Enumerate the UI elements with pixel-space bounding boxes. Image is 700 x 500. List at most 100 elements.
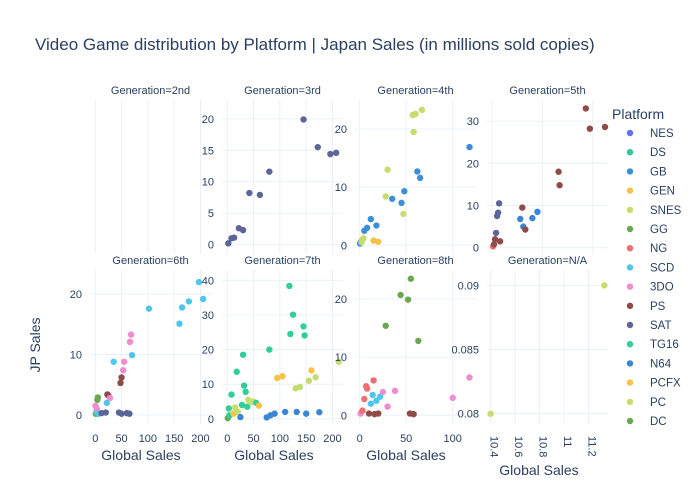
- legend-label-pc[interactable]: PC: [650, 397, 666, 409]
- data-point-3do[interactable]: [466, 374, 473, 381]
- data-point-tg16[interactable]: [244, 403, 251, 410]
- data-point-pc[interactable]: [234, 408, 241, 416]
- legend-label-nes[interactable]: NES: [650, 128, 674, 140]
- data-point-scd[interactable]: [373, 397, 380, 404]
- data-point-tg16[interactable]: [301, 332, 308, 339]
- data-point-tg16[interactable]: [286, 282, 293, 290]
- data-point-sat[interactable]: [230, 234, 238, 241]
- data-point-gb[interactable]: [367, 215, 375, 223]
- data-point-pcfx[interactable]: [308, 367, 315, 374]
- data-point-3do[interactable]: [384, 403, 391, 410]
- data-point-ps[interactable]: [496, 238, 504, 245]
- data-point-pcfx[interactable]: [279, 373, 286, 380]
- data-point-sat[interactable]: [256, 191, 264, 199]
- data-point-snes[interactable]: [412, 110, 419, 118]
- data-point-n64[interactable]: [534, 208, 541, 216]
- data-point-3do[interactable]: [106, 394, 114, 402]
- data-point-ng[interactable]: [363, 385, 371, 392]
- data-point-scd[interactable]: [376, 393, 384, 400]
- data-point-gg[interactable]: [404, 296, 412, 303]
- data-point-tg16[interactable]: [238, 401, 246, 409]
- data-point-3do[interactable]: [119, 367, 127, 374]
- data-point-n64[interactable]: [281, 408, 289, 416]
- data-point-gb[interactable]: [414, 168, 421, 175]
- data-point-snes[interactable]: [400, 210, 407, 218]
- data-point-scd[interactable]: [176, 320, 183, 327]
- data-point-ps[interactable]: [522, 226, 529, 233]
- data-point-gb[interactable]: [398, 199, 405, 207]
- data-point-3do[interactable]: [391, 387, 399, 395]
- data-point-snes[interactable]: [601, 282, 608, 289]
- legend-label-scd[interactable]: SCD: [650, 262, 674, 274]
- data-point-tg16[interactable]: [242, 388, 249, 396]
- data-point-pc[interactable]: [335, 358, 342, 365]
- data-point-3do[interactable]: [92, 402, 99, 410]
- data-point-tg16[interactable]: [239, 351, 247, 358]
- data-point-snes[interactable]: [384, 166, 391, 173]
- data-point-gg[interactable]: [397, 291, 404, 299]
- data-point-ps[interactable]: [490, 241, 498, 248]
- legend-label-ng[interactable]: NG: [650, 243, 667, 255]
- legend-label-tg16[interactable]: TG16: [650, 339, 679, 351]
- data-point-sat[interactable]: [495, 200, 503, 207]
- data-point-sat[interactable]: [118, 410, 125, 417]
- legend-label-gb[interactable]: GB: [650, 166, 667, 178]
- legend-label-ds[interactable]: DS: [650, 147, 666, 159]
- data-point-scd[interactable]: [369, 391, 376, 399]
- data-point-sat[interactable]: [494, 209, 502, 216]
- data-point-snes[interactable]: [360, 235, 367, 242]
- data-point-sat[interactable]: [327, 150, 334, 158]
- data-point-gg[interactable]: [382, 322, 389, 329]
- data-point-n64[interactable]: [302, 410, 310, 417]
- data-point-ps[interactable]: [410, 410, 417, 418]
- data-point-ps[interactable]: [365, 410, 373, 417]
- data-point-n64[interactable]: [517, 215, 524, 223]
- data-point-gb[interactable]: [466, 143, 473, 151]
- data-point-n64[interactable]: [293, 408, 300, 416]
- data-point-scd[interactable]: [103, 399, 111, 407]
- data-point-tg16[interactable]: [233, 368, 240, 375]
- legend-label-ps[interactable]: PS: [650, 301, 666, 313]
- legend-label-n64[interactable]: N64: [650, 358, 672, 370]
- data-point-ng[interactable]: [361, 395, 368, 403]
- legend-label-snes[interactable]: SNES: [650, 205, 682, 217]
- legend-label-gg[interactable]: GG: [650, 224, 668, 236]
- data-point-scd[interactable]: [145, 305, 153, 312]
- data-point-gb[interactable]: [363, 224, 371, 232]
- data-point-scd[interactable]: [128, 351, 136, 359]
- data-point-scd[interactable]: [110, 358, 117, 365]
- data-point-3do[interactable]: [126, 338, 134, 346]
- data-point-sat[interactable]: [314, 143, 321, 151]
- data-point-tg16[interactable]: [266, 346, 273, 353]
- data-point-ps[interactable]: [118, 374, 125, 381]
- data-point-ps[interactable]: [117, 379, 124, 387]
- data-point-ps[interactable]: [586, 125, 594, 132]
- data-point-sat[interactable]: [300, 116, 307, 123]
- data-point-sat[interactable]: [102, 409, 109, 416]
- data-point-gg[interactable]: [407, 275, 415, 282]
- data-point-ps[interactable]: [375, 410, 382, 417]
- data-point-snes[interactable]: [418, 106, 426, 114]
- data-point-n64[interactable]: [316, 409, 323, 416]
- data-point-n64[interactable]: [237, 413, 244, 421]
- data-point-snes[interactable]: [382, 193, 389, 200]
- data-point-3do[interactable]: [120, 358, 128, 365]
- data-point-gen[interactable]: [375, 238, 382, 245]
- legend-label-gen[interactable]: GEN: [650, 186, 675, 198]
- data-point-sat[interactable]: [126, 410, 133, 417]
- legend-label-pcfx[interactable]: PCFX: [650, 378, 681, 390]
- data-point-sat[interactable]: [225, 240, 232, 247]
- data-point-gg[interactable]: [415, 337, 422, 345]
- data-point-pcfx[interactable]: [255, 402, 263, 409]
- data-point-ps[interactable]: [491, 236, 499, 243]
- data-point-ps[interactable]: [519, 204, 526, 211]
- data-point-pcfx[interactable]: [274, 374, 281, 382]
- data-point-3do[interactable]: [449, 394, 456, 402]
- data-point-ps[interactable]: [556, 182, 563, 189]
- data-point-scd[interactable]: [178, 304, 186, 311]
- data-point-gb[interactable]: [401, 188, 408, 195]
- data-point-scd[interactable]: [367, 400, 375, 407]
- data-point-snes[interactable]: [410, 128, 417, 136]
- data-point-gg[interactable]: [94, 394, 102, 401]
- data-point-pc[interactable]: [305, 377, 313, 384]
